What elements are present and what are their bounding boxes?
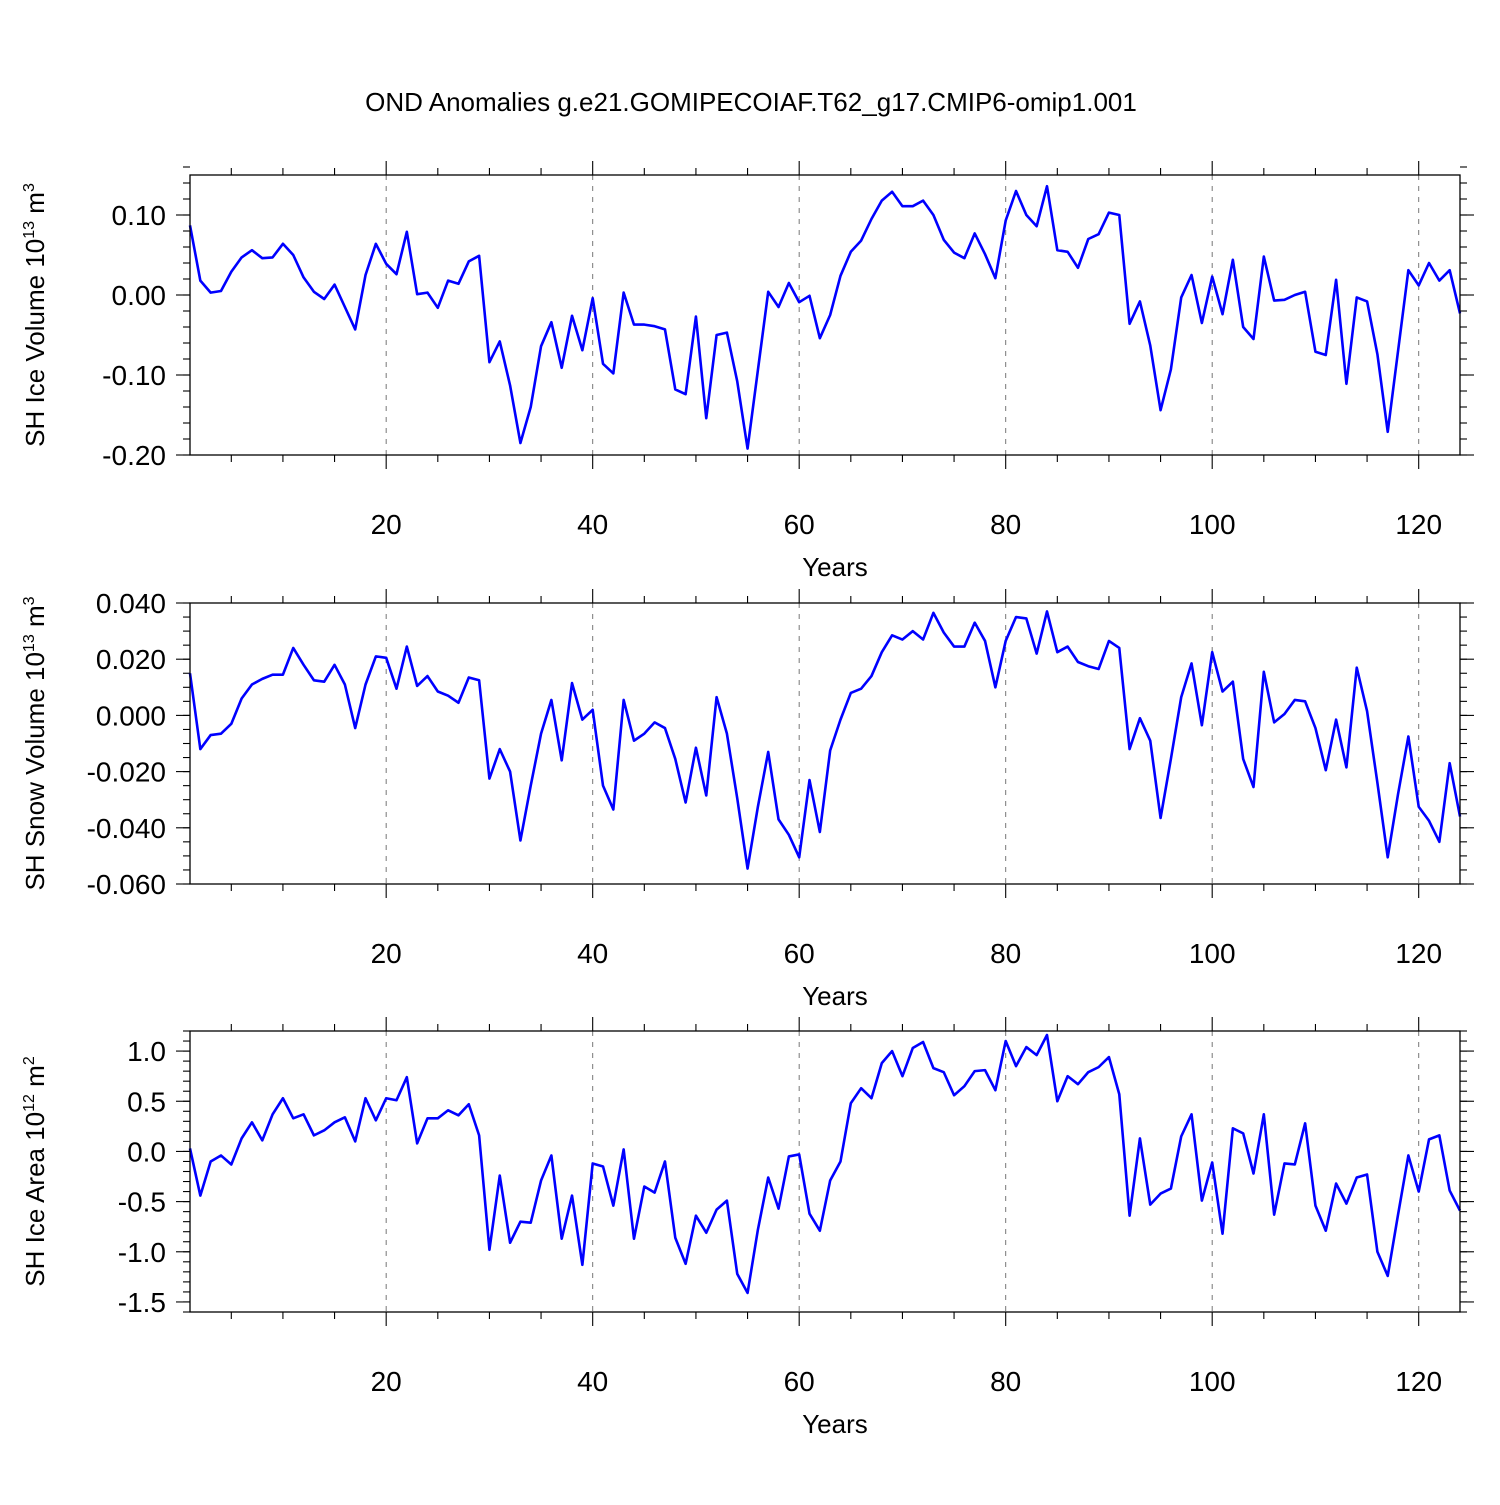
x-tick-label: 80 — [990, 938, 1021, 969]
x-tick-label: 100 — [1189, 938, 1236, 969]
y-axis-title: SH Ice Volume 1013 m3 — [20, 183, 50, 447]
x-axis-title: Years — [802, 981, 868, 1011]
panels: -0.20 -0.10 0.00 0.10 20 40 60 80 100 120 Years SH … — [20, 161, 1474, 1439]
y-tick-label: 0.00 — [112, 280, 167, 311]
plot-frame — [189, 602, 1461, 885]
series-line — [188, 1033, 1462, 1295]
x-tick-label: 120 — [1395, 1366, 1442, 1397]
y-tick-label: 0.020 — [96, 644, 166, 675]
x-axis-title: Years — [802, 1409, 868, 1439]
y-axis-title-exponent: 13 — [21, 634, 38, 652]
x-tick-label: 20 — [371, 1366, 402, 1397]
y-tick-label: 0.040 — [96, 588, 166, 619]
x-tick-label: 80 — [990, 1366, 1021, 1397]
y-tick-label: -1.5 — [118, 1287, 166, 1318]
y-axis-title-unit-exponent: 2 — [21, 1056, 38, 1065]
y-tick-label: -0.060 — [87, 869, 166, 900]
panel-1: -0.20 -0.10 0.00 0.10 20 40 60 80 100 120 Years SH … — [20, 161, 1474, 582]
x-tick-label: 120 — [1395, 938, 1442, 969]
x-tick-label: 120 — [1395, 509, 1442, 540]
y-tick-label: -0.10 — [102, 360, 166, 391]
y-axis-title-main: SH Snow Volume 10 — [20, 652, 50, 890]
x-tick-label: 60 — [784, 1366, 815, 1397]
x-tick-label: 60 — [784, 938, 815, 969]
y-tick-label: 0.000 — [96, 700, 166, 731]
x-tick-label: 20 — [371, 938, 402, 969]
y-axis-title-exponent: 12 — [21, 1094, 38, 1112]
y-axis-title-unit-exponent: 3 — [21, 596, 38, 605]
y-axis-title-unit: m — [20, 192, 50, 221]
series-line — [188, 184, 1462, 450]
y-tick-label: -0.5 — [118, 1187, 166, 1218]
x-tick-label: 40 — [577, 1366, 608, 1397]
y-axis-title-unit: m — [20, 605, 50, 634]
x-tick-label: 20 — [371, 509, 402, 540]
y-tick-label: 0.0 — [127, 1136, 166, 1167]
y-tick-label: -0.20 — [102, 440, 166, 471]
plot-frame — [189, 174, 1461, 456]
chart-title: OND Anomalies g.e21.GOMIPECOIAF.T62_g17.… — [365, 87, 1137, 117]
y-axis-title: SH Ice Area 1012 m2 — [20, 1056, 50, 1287]
y-tick-label: 0.10 — [112, 200, 167, 231]
x-axis-title: Years — [802, 552, 868, 582]
y-axis-title: SH Snow Volume 1013 m3 — [20, 596, 50, 890]
y-tick-label: -0.040 — [87, 813, 166, 844]
y-tick-label: 1.0 — [127, 1036, 166, 1067]
x-tick-label: 100 — [1189, 509, 1236, 540]
y-axis-title-unit-exponent: 3 — [21, 183, 38, 192]
y-tick-label: 0.5 — [127, 1086, 166, 1117]
y-axis-title-main: SH Ice Volume 10 — [20, 239, 50, 447]
y-axis-title-exponent: 13 — [21, 221, 38, 239]
plot-frame — [189, 1030, 1461, 1313]
x-tick-label: 40 — [577, 509, 608, 540]
x-tick-label: 40 — [577, 938, 608, 969]
y-tick-label: -1.0 — [118, 1237, 166, 1268]
x-tick-label: 100 — [1189, 1366, 1236, 1397]
x-tick-label: 60 — [784, 509, 815, 540]
y-axis-title-main: SH Ice Area 10 — [20, 1112, 50, 1287]
panel-3: -1.5 -1.0 -0.5 0.0 0.5 1.0 20 40 60 80 100 120 Years… — [20, 1017, 1474, 1439]
x-tick-label: 80 — [990, 509, 1021, 540]
y-tick-label: -0.020 — [87, 757, 166, 788]
series-line — [188, 610, 1462, 870]
y-axis-title-unit: m — [20, 1065, 50, 1094]
panel-2: -0.060 -0.040 -0.020 0.000 0.020 0.040 20 40 60 8… — [20, 588, 1474, 1011]
